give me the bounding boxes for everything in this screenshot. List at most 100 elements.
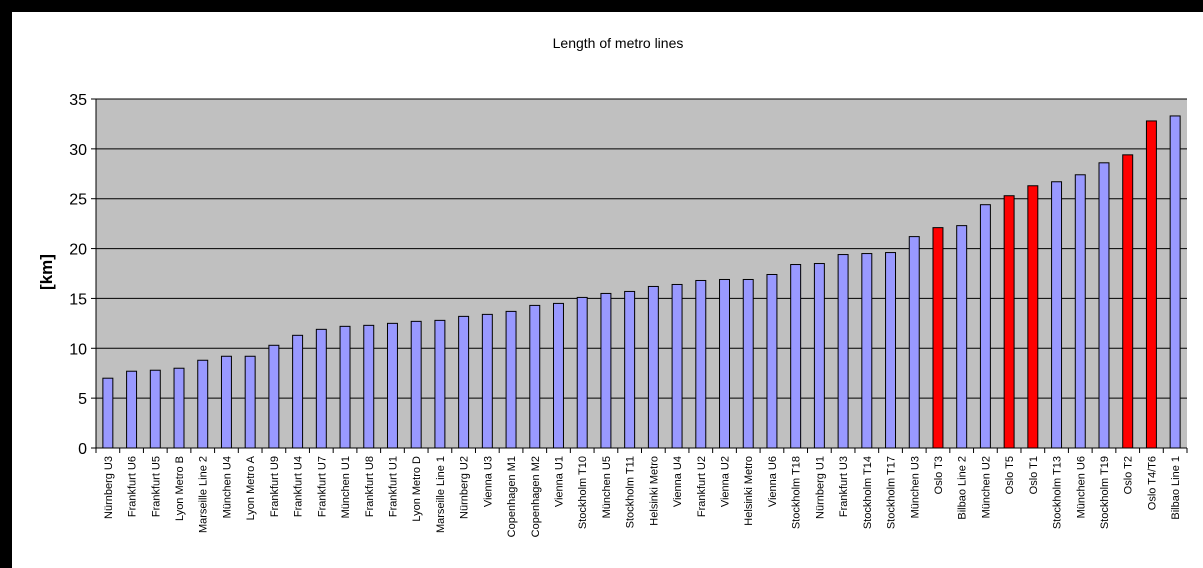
x-tick-label: Bilbao Line 1 [1170,456,1182,520]
x-tick-label: Vienna U3 [482,456,494,507]
bar [1122,154,1134,449]
y-axis-label: [km] [37,254,56,290]
x-tick-label: Stockholm T10 [577,456,589,529]
plot-area [96,98,1187,448]
x-tick-label: Frankfurt U9 [269,456,281,517]
x-tick-label: Frankfurt U3 [838,456,850,517]
x-tick-label: Marseille Line 1 [435,456,447,533]
chart-area: Length of metro lines 0 5 10 15 20 25 30 35 Nür… [12,12,1203,568]
bar [837,254,849,449]
bar [647,285,659,449]
x-tick-label: Marseille Line 2 [198,456,210,533]
bar [481,313,493,449]
bar [908,236,920,449]
x-tick-label: Frankfurt U7 [316,456,328,517]
x-tick-label: Frankfurt U4 [293,456,305,517]
x-axis-labels: Nürnberg U3 Frankfurt U6 Frankfurt U5 Lyon … [95,448,1188,537]
x-tick-label: München U5 [601,456,613,518]
x-tick-label: Lyon Metro B [174,456,186,521]
x-tick-label: Nürnberg U2 [459,456,471,519]
y-tick-label: 35 [69,92,87,109]
x-tick-label: München U4 [221,456,233,518]
x-tick-label: Vienna U4 [672,456,684,507]
bar [1098,162,1110,449]
x-tick-label: Nürnberg U1 [814,456,826,519]
x-tick-label: Oslo T1 [1028,456,1040,494]
bar [339,325,351,449]
bar [766,273,778,449]
bar [1051,181,1063,449]
x-tick-label: Vienna U6 [767,456,779,507]
x-tick-label: Oslo T3 [933,456,945,494]
x-tick-label: Stockholm T14 [862,456,874,529]
bar [102,377,114,449]
bar [956,225,968,449]
x-tick-label: Stockholm T19 [1099,456,1111,529]
bar [813,263,825,449]
bar [624,290,636,449]
bar [1169,115,1181,449]
y-tick-label: 30 [69,142,87,159]
x-tick-label: Vienna U2 [720,456,732,507]
bar [149,369,161,449]
bar-chart: Length of metro lines 0 5 10 15 20 25 30 35 Nür… [37,35,1188,537]
x-tick-label: München U1 [340,456,352,518]
x-tick-label: Oslo T4/T6 [1146,456,1158,510]
bar [529,304,541,449]
x-tick-label: Oslo T5 [1004,456,1016,494]
bar [244,355,256,449]
x-tick-label: Stockholm T13 [1052,456,1064,529]
bar [671,283,683,449]
bar [600,292,612,449]
bar [386,322,398,449]
bar [790,264,802,449]
x-tick-label: Frankfurt U1 [387,456,399,517]
x-tick-label: Lyon Metro D [411,456,423,522]
plot-background [96,99,1187,448]
bar [553,302,564,449]
y-tick-label: 5 [78,391,87,408]
bar [315,328,327,449]
bar [885,252,897,449]
bar [719,278,730,449]
bar [1003,195,1015,449]
x-tick-label: Lyon Metro A [245,455,257,520]
x-tick-label: Frankfurt U2 [696,456,708,517]
bar [434,319,446,449]
x-tick-label: Copenhagen M1 [506,456,518,537]
x-tick-label: München U6 [1075,456,1087,518]
bar [458,315,470,449]
x-tick-label: Helsinki Metro [648,456,660,526]
x-tick-label: Nürnberg U3 [103,456,115,519]
y-tick-label: 10 [69,341,87,358]
x-tick-label: Bilbao Line 2 [957,456,969,520]
bar [695,279,707,449]
bar [505,310,517,449]
x-tick-label: Helsinki Metro [743,456,755,526]
x-tick-label: Vienna U1 [553,456,565,507]
bar [220,355,232,449]
bar [126,370,138,449]
chart-title: Length of metro lines [553,35,684,51]
bar [576,296,588,449]
bar [268,344,280,449]
x-tick-label: Copenhagen M2 [530,456,542,537]
bar [932,227,944,449]
bar [1027,185,1039,449]
x-tick-label: Stockholm T11 [625,456,637,528]
bar [1074,174,1086,449]
y-tick-label: 15 [69,291,87,308]
x-tick-label: München U2 [980,456,992,518]
bar [861,253,873,449]
y-tick-label: 20 [69,242,87,259]
bar [979,204,991,449]
bar [173,367,185,449]
bar [363,324,375,449]
y-tick-label: 25 [69,192,87,209]
y-tick-label: 0 [78,441,87,458]
bar [742,278,754,449]
bar [1145,120,1157,449]
bar [410,320,422,449]
bar [197,359,209,449]
